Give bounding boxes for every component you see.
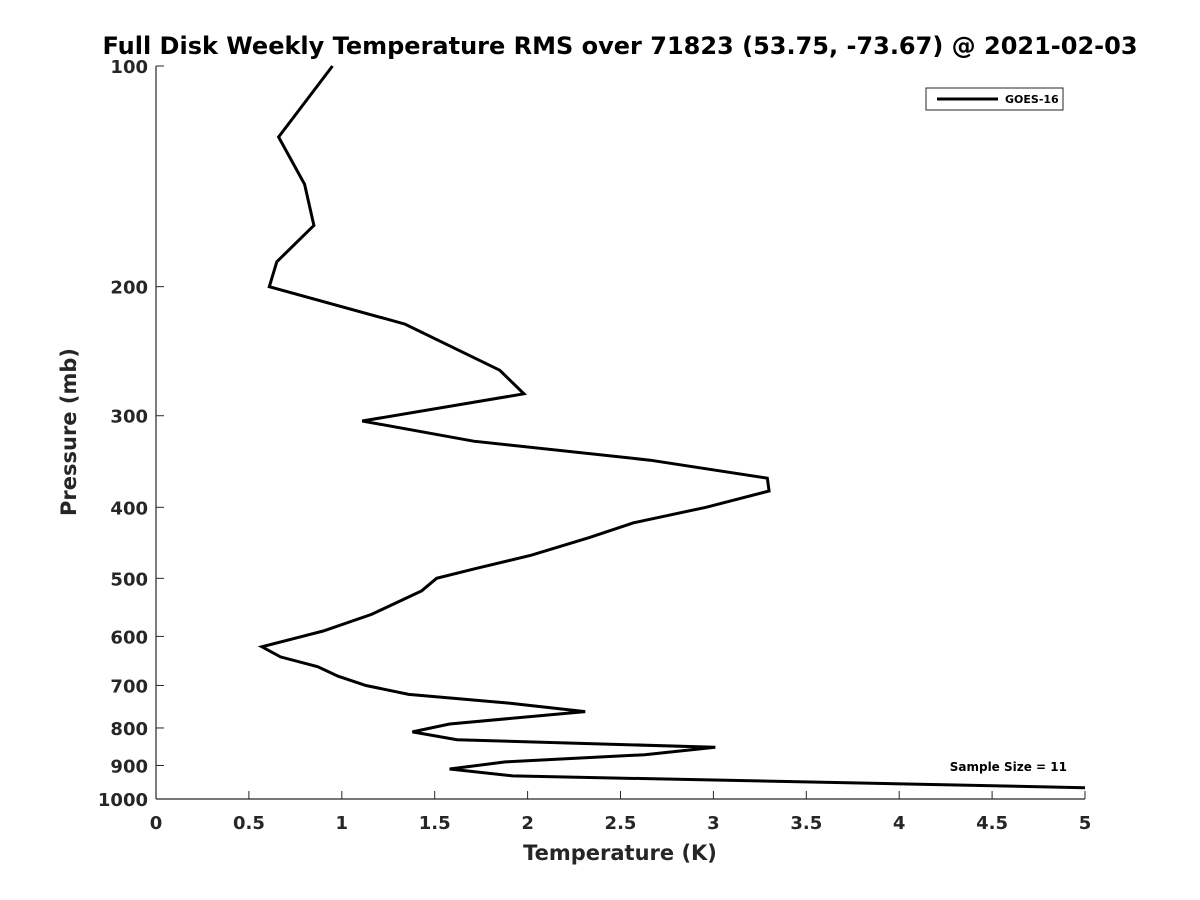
y-tick-label: 100 — [110, 57, 148, 78]
y-tick-label: 600 — [110, 627, 148, 648]
y-tick-label: 800 — [110, 719, 148, 740]
chart-title: Full Disk Weekly Temperature RMS over 71… — [102, 32, 1137, 60]
y-tick-label: 700 — [110, 676, 148, 697]
legend-entry-goes-16: GOES-16 — [1005, 93, 1059, 106]
x-tick-label: 0 — [150, 813, 163, 834]
y-tick-label: 300 — [110, 407, 148, 428]
y-tick-label: 400 — [110, 498, 148, 519]
y-axis-label: Pressure (mb) — [57, 348, 81, 516]
series-line-goes-16 — [257, 65, 1086, 790]
x-tick-label: 4 — [893, 813, 906, 834]
x-tick-label: 3 — [707, 813, 720, 834]
x-tick-label: 2 — [521, 813, 534, 834]
sample-size-annotation: Sample Size = 11 — [950, 760, 1067, 774]
x-tick-label: 1 — [336, 813, 349, 834]
y-tick-label: 500 — [110, 569, 148, 590]
plot-area: 0 0.5 1 1.5 2 2.5 3 3.5 4 4.5 5 100 200 300 400 500 600… — [98, 57, 1091, 834]
x-axis-label: Temperature (K) — [523, 841, 717, 865]
y-tick-label: 1000 — [98, 790, 148, 811]
x-tick-label: 2.5 — [605, 813, 637, 834]
x-ticks: 0 0.5 1 1.5 2 2.5 3 3.5 4 4.5 5 — [150, 791, 1092, 834]
x-tick-label: 1.5 — [419, 813, 451, 834]
x-tick-label: 3.5 — [790, 813, 822, 834]
x-tick-label: 0.5 — [233, 813, 265, 834]
y-tick-label: 900 — [110, 756, 148, 777]
series-layer — [257, 65, 1086, 790]
x-tick-label: 4.5 — [976, 813, 1008, 834]
x-tick-label: 5 — [1079, 813, 1092, 834]
legend: GOES-16 — [925, 87, 1064, 111]
y-tick-label: 200 — [110, 278, 148, 299]
y-ticks: 100 200 300 400 500 600 700 800 900 1000 — [98, 57, 164, 811]
